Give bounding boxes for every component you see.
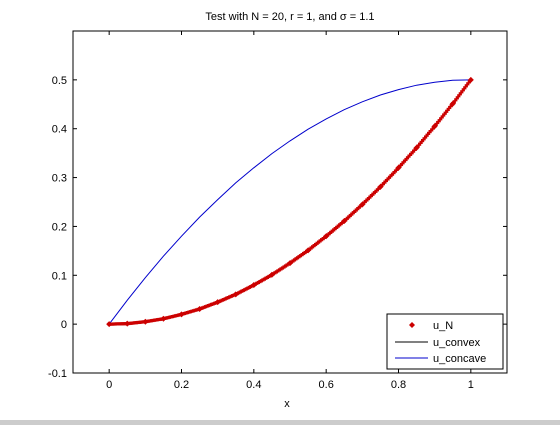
- x-axis-label: x: [284, 398, 290, 410]
- data-point-trail: [383, 180, 387, 184]
- data-point-trail: [399, 162, 404, 167]
- data-point-trail: [446, 107, 450, 111]
- data-point-trail: [392, 171, 396, 175]
- y-tick-label: -0.1: [48, 368, 67, 380]
- data-point: [142, 318, 149, 325]
- legend-label-u-concave: u_concave: [433, 353, 486, 365]
- data-point-trail: [440, 115, 444, 119]
- data-point-trail: [390, 172, 395, 176]
- data-point-trail: [452, 100, 456, 104]
- legend: u_N u_convex u_concave: [386, 313, 504, 370]
- data-point: [413, 144, 420, 151]
- data-point: [214, 299, 221, 306]
- series-line-u-concave: [108, 79, 471, 325]
- y-tick-label: 0.4: [52, 124, 67, 136]
- x-tick-label: 0.2: [174, 379, 189, 391]
- data-point-trail: [405, 156, 410, 160]
- series-markers-u-n: [106, 76, 474, 328]
- axes-box: [72, 30, 508, 374]
- chart-title: Test with N = 20, r = 1, and σ = 1.1: [205, 11, 374, 23]
- data-point-trail: [448, 105, 452, 110]
- data-point: [395, 164, 402, 171]
- data-point-trail: [455, 96, 459, 100]
- data-point-trail: [461, 88, 465, 92]
- x-tick-label: 0: [106, 379, 112, 391]
- data-point-trail: [457, 94, 461, 98]
- data-point-trail: [445, 109, 449, 113]
- legend-label-u-convex: u_convex: [433, 337, 481, 349]
- data-point-trail: [381, 182, 385, 186]
- data-point-trail: [437, 119, 441, 123]
- y-tick-label: 0: [61, 319, 67, 331]
- data-point: [268, 271, 275, 278]
- data-point-trail: [419, 140, 423, 144]
- data-point-trail: [431, 126, 435, 130]
- data-point: [431, 123, 438, 130]
- y-tick-label: 0.5: [52, 75, 67, 87]
- data-point-trail: [418, 142, 422, 146]
- data-point: [124, 320, 131, 327]
- data-point-trail: [421, 139, 425, 143]
- data-point-trail: [454, 98, 458, 102]
- data-point-trail: [402, 159, 407, 163]
- data-point-trail: [410, 151, 414, 155]
- data-point: [449, 100, 456, 107]
- y-tick-label: 0.1: [52, 270, 67, 282]
- data-point-trail: [416, 144, 420, 148]
- data-point: [341, 218, 348, 225]
- data-point-trail: [407, 154, 411, 158]
- data-point: [467, 76, 474, 83]
- data-point: [323, 233, 330, 240]
- data-point-trail: [401, 161, 405, 165]
- data-point-trail: [467, 80, 471, 84]
- data-point: [359, 201, 366, 208]
- data-point-trail: [442, 113, 446, 117]
- x-tick-label: 1: [468, 379, 474, 391]
- x-tick-label: 0.4: [246, 379, 261, 391]
- data-point: [178, 311, 185, 318]
- series-layer: [106, 76, 474, 328]
- data-point-trail: [425, 133, 429, 137]
- data-point: [377, 183, 384, 190]
- y-tick-label: 0.2: [52, 221, 67, 233]
- data-point-trail: [434, 122, 438, 126]
- data-point-trail: [464, 84, 468, 88]
- data-point-trail: [463, 86, 467, 90]
- data-point-trail: [424, 135, 428, 139]
- ticks-layer: 0 0.2 0.4 0.6 0.8 1 -0.1 0 0.1 0.2 0.3 0.4 0.5: [48, 31, 507, 391]
- data-point: [305, 247, 312, 254]
- legend-label-u-n: u_N: [433, 320, 453, 332]
- data-point-trail: [146, 319, 150, 323]
- y-tick-label: 0.3: [52, 173, 67, 185]
- data-point-trail: [412, 149, 416, 153]
- legend-marker-u-n: [409, 322, 415, 328]
- data-point: [232, 291, 239, 298]
- data-point-trail: [398, 164, 402, 168]
- data-point-trail: [460, 90, 464, 94]
- x-tick-label: 0.6: [319, 379, 334, 391]
- data-point-trail: [449, 104, 453, 108]
- data-point-trail: [443, 111, 447, 115]
- data-point-trail: [466, 82, 470, 86]
- data-point-trail: [427, 131, 431, 135]
- data-point: [250, 282, 257, 289]
- data-point-trail: [458, 92, 462, 96]
- data-point-trail: [439, 117, 443, 121]
- data-point-trail: [430, 128, 434, 132]
- data-point-trail: [404, 157, 408, 162]
- data-point: [106, 321, 113, 328]
- data-point: [287, 260, 293, 267]
- data-point-trail: [422, 137, 426, 141]
- data-point: [160, 315, 167, 322]
- data-point-trail: [428, 130, 432, 134]
- x-tick-label: 0.8: [391, 379, 406, 391]
- data-point-trail: [436, 120, 440, 125]
- data-point: [196, 305, 203, 312]
